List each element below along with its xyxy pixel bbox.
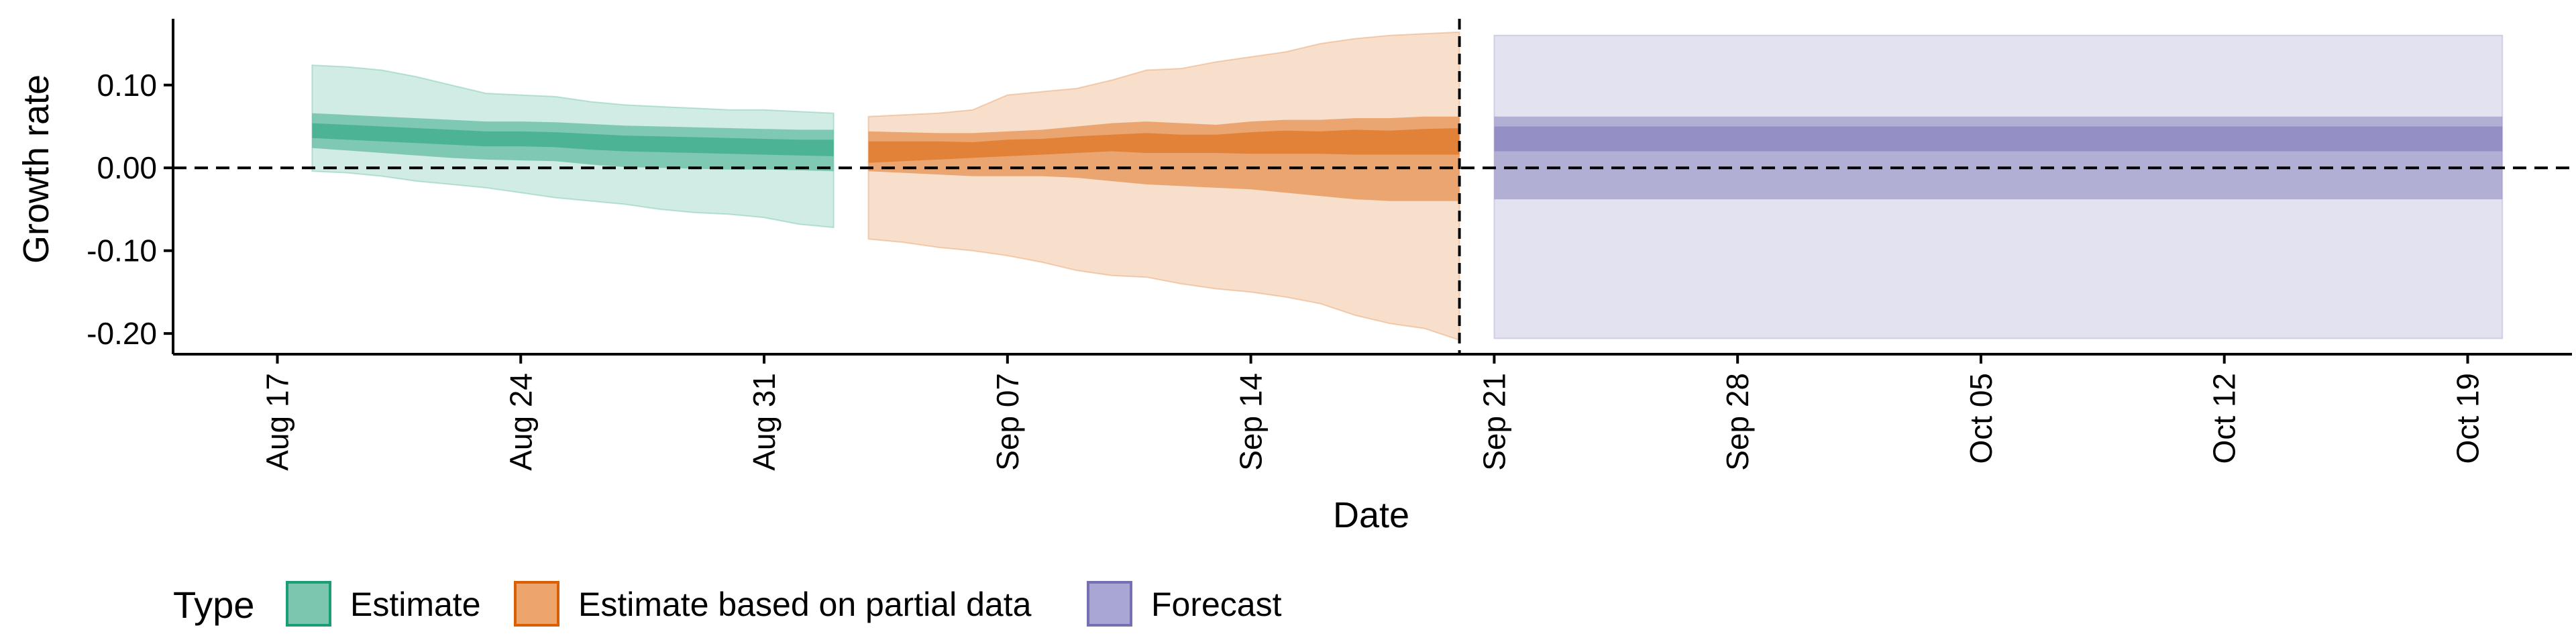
series-2 [867, 31, 1460, 341]
axes [172, 19, 2572, 356]
band-20-area [1494, 126, 2503, 152]
y-tick-label: 0.00 [97, 150, 157, 185]
x-tick-label: Aug 24 [503, 373, 538, 471]
legend: Type Estimate Estimate based on partial d… [173, 581, 1282, 627]
y-tick-label: -0.10 [87, 233, 157, 268]
x-tick-label: Sep 28 [1720, 373, 1755, 471]
y-tick-label: 0.10 [97, 68, 157, 103]
y-tick-label: -0.20 [87, 316, 157, 351]
x-tick-label: Sep 07 [990, 373, 1025, 471]
legend-key [1087, 581, 1132, 627]
band-20-area [868, 128, 1460, 163]
x-tick-label: Sep 14 [1234, 373, 1269, 471]
legend-label: Estimate based on partial data [578, 586, 1032, 623]
y-axis-title: Growth rate [16, 74, 56, 264]
legend-key [286, 581, 331, 627]
band-20-area [312, 123, 834, 156]
legend-title: Type [173, 584, 254, 626]
legend-label: Estimate [350, 586, 481, 623]
x-tick-label: Aug 17 [260, 373, 295, 471]
x-axis-title: Date [1333, 495, 1409, 535]
series-3 [1493, 34, 2504, 339]
reference-lines [173, 19, 2572, 354]
x-tick-label: Sep 21 [1477, 373, 1511, 471]
x-tick-label: Aug 31 [747, 373, 782, 471]
legend-entries: Estimate Estimate based on partial data Fo… [286, 581, 1282, 627]
x-tick-label: Oct 12 [2207, 373, 2242, 464]
x-tick-label: Oct 19 [2451, 373, 2485, 464]
x-tick-label: Oct 05 [1964, 373, 1998, 464]
y-axis-ticks: 0.10 0.00 -0.10 -0.20 [87, 68, 173, 351]
legend-key [514, 581, 559, 627]
legend-label: Forecast [1151, 586, 1282, 623]
legend-entry: Estimate based on partial data [514, 581, 1032, 627]
legend-entry: Forecast [1087, 581, 1282, 627]
x-axis-ticks: Aug 17 Aug 24 Aug 31 Sep 07 Sep 14 Sep 21 Sep … [260, 354, 2485, 471]
legend-entry: Estimate [286, 581, 481, 627]
series-1 [311, 64, 835, 229]
band-90-area [1493, 34, 2504, 339]
uncertainty-bands [311, 31, 2504, 341]
